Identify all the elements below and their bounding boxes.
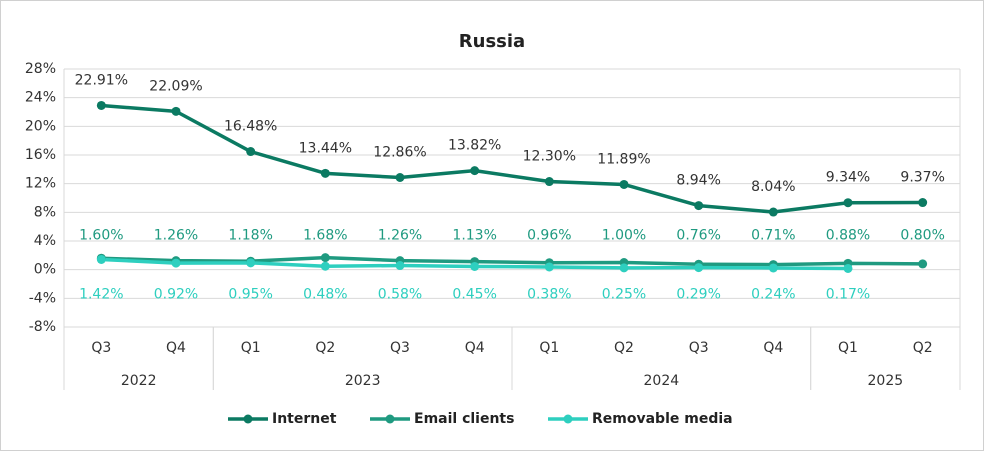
x-tick-label: Q3 <box>91 340 111 356</box>
data-label: 16.48% <box>224 119 277 135</box>
data-label: 0.17% <box>826 287 870 303</box>
data-point <box>246 258 256 268</box>
data-label: 0.29% <box>676 287 720 303</box>
data-label: 1.26% <box>378 228 422 244</box>
x-tick-label: Q1 <box>539 340 559 356</box>
data-label: 1.26% <box>154 228 198 244</box>
y-tick-label: 8% <box>34 204 56 220</box>
y-tick-label: 4% <box>34 233 56 249</box>
series-line <box>101 103 923 214</box>
legend-marker <box>385 414 395 424</box>
data-label: 9.34% <box>826 170 870 186</box>
data-label: 11.89% <box>597 151 650 167</box>
x-tick-label: Q4 <box>465 340 485 356</box>
data-point <box>246 147 256 157</box>
data-label: 1.42% <box>79 287 123 303</box>
data-label: 1.68% <box>303 228 347 244</box>
data-label: 0.48% <box>303 287 347 303</box>
data-label: 8.04% <box>751 179 795 195</box>
x-tick-label: Q2 <box>315 340 335 356</box>
data-point <box>918 259 928 269</box>
data-point <box>320 253 330 263</box>
data-label: 0.71% <box>751 228 795 244</box>
data-label: 13.44% <box>299 140 352 156</box>
y-tick-label: -4% <box>29 290 56 306</box>
y-tick-label: 24% <box>25 90 56 106</box>
data-point <box>395 173 405 183</box>
data-label: 0.45% <box>452 287 496 303</box>
x-tick-label: Q1 <box>241 340 261 356</box>
data-point <box>768 207 778 217</box>
data-label: 8.94% <box>676 173 720 189</box>
y-tick-label: 20% <box>25 118 56 134</box>
data-label: 0.88% <box>826 228 870 244</box>
data-point <box>470 261 480 271</box>
data-point <box>395 261 405 271</box>
data-label: 12.86% <box>373 145 426 161</box>
data-point <box>320 168 330 178</box>
data-point <box>96 100 106 110</box>
data-label: 22.91% <box>75 72 128 88</box>
y-tick-label: 16% <box>25 147 56 163</box>
data-label: 0.24% <box>751 287 795 303</box>
y-tick-label: -8% <box>29 319 56 335</box>
data-point <box>768 263 778 273</box>
legend-marker <box>563 414 573 424</box>
data-label: 0.96% <box>527 228 571 244</box>
data-label: 1.18% <box>228 228 272 244</box>
x-tick-label: Q2 <box>913 340 933 356</box>
data-label: 0.80% <box>900 228 944 244</box>
data-point <box>694 263 704 273</box>
data-label: 0.95% <box>228 287 272 303</box>
data-point <box>918 198 928 208</box>
data-point <box>843 263 853 273</box>
data-label: 0.25% <box>602 287 646 303</box>
data-label: 0.38% <box>527 287 571 303</box>
x-tick-label: Q4 <box>763 340 783 356</box>
data-label: 1.00% <box>602 228 646 244</box>
data-point <box>544 177 554 187</box>
data-point <box>843 198 853 208</box>
y-tick-label: 12% <box>25 176 56 192</box>
data-point <box>619 179 629 189</box>
legend-label: Removable media <box>592 411 733 427</box>
data-label: 9.37% <box>900 170 944 186</box>
x-group-label: 2025 <box>868 373 904 389</box>
data-point <box>171 106 181 116</box>
y-tick-label: 28% <box>25 61 56 77</box>
data-point <box>470 166 480 176</box>
data-point <box>694 201 704 211</box>
data-label: 1.60% <box>79 228 123 244</box>
x-tick-label: Q2 <box>614 340 634 356</box>
x-group-label: 2024 <box>644 373 680 389</box>
chart-title: Russia <box>459 31 525 52</box>
data-label: 22.09% <box>149 78 202 94</box>
series-line <box>101 255 923 267</box>
data-point <box>619 263 629 273</box>
data-point <box>171 258 181 268</box>
data-label: 12.30% <box>523 149 576 165</box>
y-tick-label: 0% <box>34 262 56 278</box>
data-point <box>320 261 330 271</box>
data-label: 1.13% <box>452 228 496 244</box>
x-tick-label: Q3 <box>390 340 410 356</box>
x-tick-label: Q4 <box>166 340 186 356</box>
data-label: 13.82% <box>448 138 501 154</box>
data-label: 0.92% <box>154 287 198 303</box>
x-group-label: 2022 <box>121 373 157 389</box>
legend-label: Email clients <box>414 411 514 427</box>
x-group-label: 2023 <box>345 373 381 389</box>
legend-marker <box>243 414 253 424</box>
x-tick-label: Q3 <box>689 340 709 356</box>
legend-label: Internet <box>272 411 337 427</box>
data-label: 0.76% <box>676 228 720 244</box>
data-label: 0.58% <box>378 287 422 303</box>
data-point <box>96 254 106 264</box>
x-tick-label: Q1 <box>838 340 858 356</box>
data-point <box>544 262 554 272</box>
